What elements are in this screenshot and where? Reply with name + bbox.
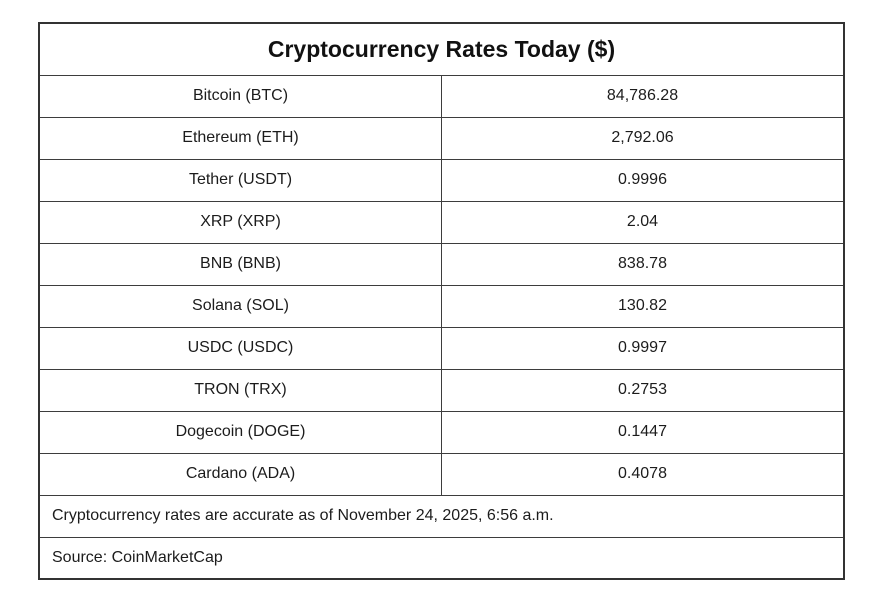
accuracy-note: Cryptocurrency rates are accurate as of … <box>38 494 845 538</box>
crypto-rate-cell: 2.04 <box>441 200 845 244</box>
crypto-name-cell: TRON (TRX) <box>38 368 442 412</box>
table-row: Cardano (ADA) 0.4078 <box>38 452 845 496</box>
table-row: Bitcoin (BTC) 84,786.28 <box>38 74 845 118</box>
table-row: USDC (USDC) 0.9997 <box>38 326 845 370</box>
table-row: Tether (USDT) 0.9996 <box>38 158 845 202</box>
crypto-rates-table: Cryptocurrency Rates Today ($) Bitcoin (… <box>38 22 845 580</box>
table-title-row: Cryptocurrency Rates Today ($) <box>38 22 845 76</box>
crypto-rate-cell: 84,786.28 <box>441 74 845 118</box>
crypto-name-cell: XRP (XRP) <box>38 200 442 244</box>
source-note: Source: CoinMarketCap <box>38 536 845 580</box>
crypto-rate-cell: 0.2753 <box>441 368 845 412</box>
crypto-name-cell: Ethereum (ETH) <box>38 116 442 160</box>
crypto-rate-cell: 130.82 <box>441 284 845 328</box>
crypto-name-cell: BNB (BNB) <box>38 242 442 286</box>
crypto-name-cell: Bitcoin (BTC) <box>38 74 442 118</box>
table-row: XRP (XRP) 2.04 <box>38 200 845 244</box>
crypto-name-cell: Dogecoin (DOGE) <box>38 410 442 454</box>
table-title: Cryptocurrency Rates Today ($) <box>38 22 845 76</box>
crypto-rate-cell: 0.9996 <box>441 158 845 202</box>
table-row: BNB (BNB) 838.78 <box>38 242 845 286</box>
crypto-name-cell: USDC (USDC) <box>38 326 442 370</box>
crypto-rate-cell: 0.1447 <box>441 410 845 454</box>
crypto-rate-cell: 0.4078 <box>441 452 845 496</box>
table-row: Dogecoin (DOGE) 0.1447 <box>38 410 845 454</box>
crypto-name-cell: Cardano (ADA) <box>38 452 442 496</box>
table-row: Ethereum (ETH) 2,792.06 <box>38 116 845 160</box>
table-row: TRON (TRX) 0.2753 <box>38 368 845 412</box>
accuracy-note-row: Cryptocurrency rates are accurate as of … <box>38 494 845 538</box>
crypto-name-cell: Tether (USDT) <box>38 158 442 202</box>
crypto-rate-cell: 0.9997 <box>441 326 845 370</box>
crypto-rate-cell: 838.78 <box>441 242 845 286</box>
source-note-row: Source: CoinMarketCap <box>38 536 845 580</box>
crypto-rate-cell: 2,792.06 <box>441 116 845 160</box>
crypto-name-cell: Solana (SOL) <box>38 284 442 328</box>
table-row: Solana (SOL) 130.82 <box>38 284 845 328</box>
